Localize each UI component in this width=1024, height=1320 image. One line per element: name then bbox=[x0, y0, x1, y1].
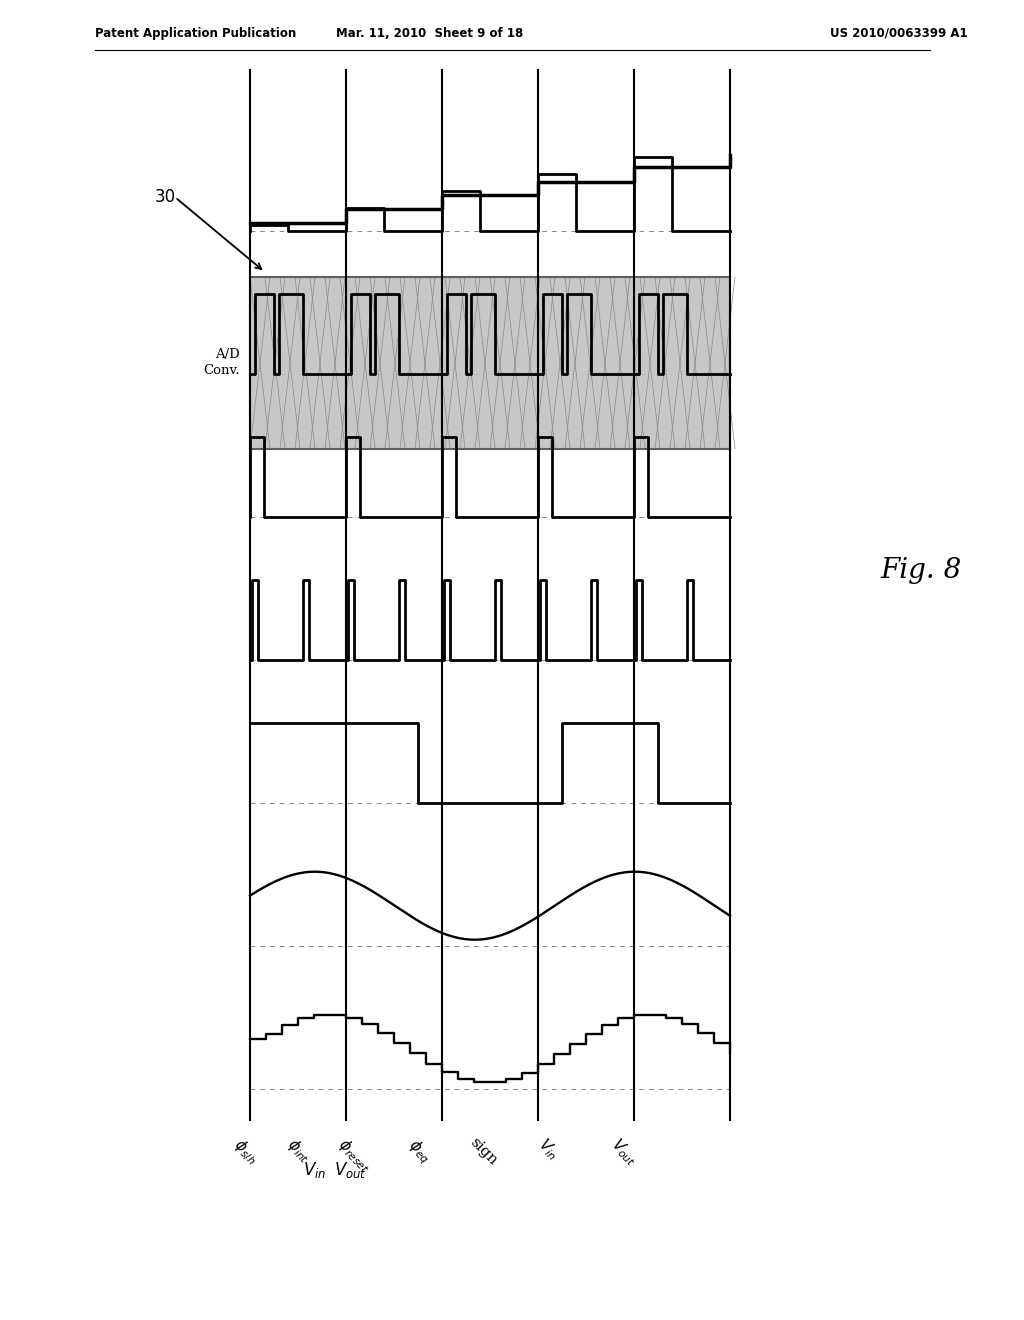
Text: Fig. 8: Fig. 8 bbox=[880, 557, 962, 583]
Bar bbox=[250, 277, 730, 449]
Text: $V_{out}$: $V_{out}$ bbox=[607, 1135, 642, 1170]
Text: $\phi_{eq}$: $\phi_{eq}$ bbox=[402, 1135, 435, 1167]
Bar bbox=[250, 277, 730, 449]
Bar bbox=[250, 277, 730, 449]
Text: $V_{out}$: $V_{out}$ bbox=[334, 1160, 367, 1180]
Text: $\phi_{int}$: $\phi_{int}$ bbox=[283, 1135, 315, 1167]
Text: 30: 30 bbox=[155, 189, 175, 206]
Text: $V_{in}$: $V_{in}$ bbox=[534, 1135, 562, 1163]
Text: sign: sign bbox=[467, 1135, 500, 1168]
Text: Patent Application Publication: Patent Application Publication bbox=[95, 26, 296, 40]
Text: Mar. 11, 2010  Sheet 9 of 18: Mar. 11, 2010 Sheet 9 of 18 bbox=[336, 26, 523, 40]
Text: $\phi_{s/h}$: $\phi_{s/h}$ bbox=[228, 1135, 262, 1168]
Text: $V_{in}$: $V_{in}$ bbox=[303, 1160, 327, 1180]
Text: $\phi_{reset}$: $\phi_{reset}$ bbox=[334, 1135, 375, 1176]
Text: US 2010/0063399 A1: US 2010/0063399 A1 bbox=[830, 26, 968, 40]
Text: A/D
Conv.: A/D Conv. bbox=[204, 348, 240, 378]
